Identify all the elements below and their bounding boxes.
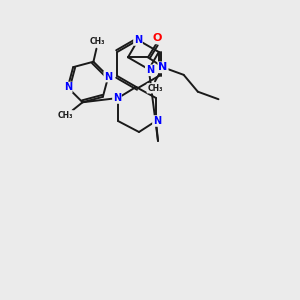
- Text: N: N: [104, 72, 112, 82]
- Text: N: N: [158, 62, 168, 72]
- Text: CH₃: CH₃: [147, 84, 163, 93]
- Text: O: O: [152, 33, 162, 43]
- Text: N: N: [153, 116, 161, 126]
- Text: CH₃: CH₃: [58, 111, 73, 120]
- Text: N: N: [134, 35, 142, 45]
- Text: CH₃: CH₃: [90, 37, 105, 46]
- Text: N: N: [64, 82, 72, 92]
- Text: N: N: [146, 65, 154, 75]
- Text: N: N: [113, 93, 121, 103]
